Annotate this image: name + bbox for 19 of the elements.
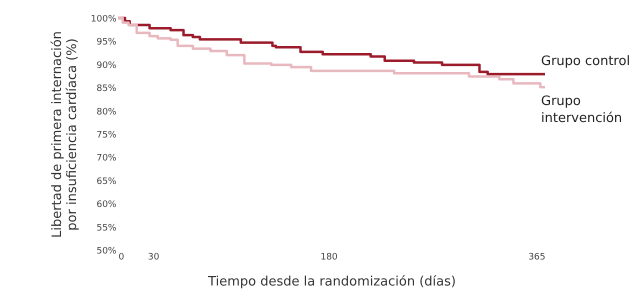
series-label: Grupo control <box>541 54 630 70</box>
y-tick-label: 80% <box>96 107 117 118</box>
x-tick-label: 365 <box>528 252 546 262</box>
y-tick-label: 60% <box>96 200 117 210</box>
y-tick-label: 100% <box>90 14 117 24</box>
x-tick-label: 0 <box>118 252 124 262</box>
y-tick-label: 55% <box>96 223 117 234</box>
y-tick-label: 85% <box>96 84 117 94</box>
x-axis-title: Tiempo desde la randomización (días) <box>207 274 456 290</box>
y-tick-label: 75% <box>96 130 117 140</box>
series-label: Grupo intervención <box>541 94 622 126</box>
y-tick-label: 95% <box>96 38 117 48</box>
y-tick-label: 90% <box>96 60 117 71</box>
y-tick-label: 70% <box>96 154 117 164</box>
x-tick-label: 180 <box>320 252 338 262</box>
y-tick-label: 50% <box>96 246 117 256</box>
x-tick-label: 30 <box>148 252 160 262</box>
y-tick-label: 65% <box>96 176 117 187</box>
y-axis-title: Libertad de primera internación por insuficiencia cardíaca (%) <box>50 31 80 238</box>
